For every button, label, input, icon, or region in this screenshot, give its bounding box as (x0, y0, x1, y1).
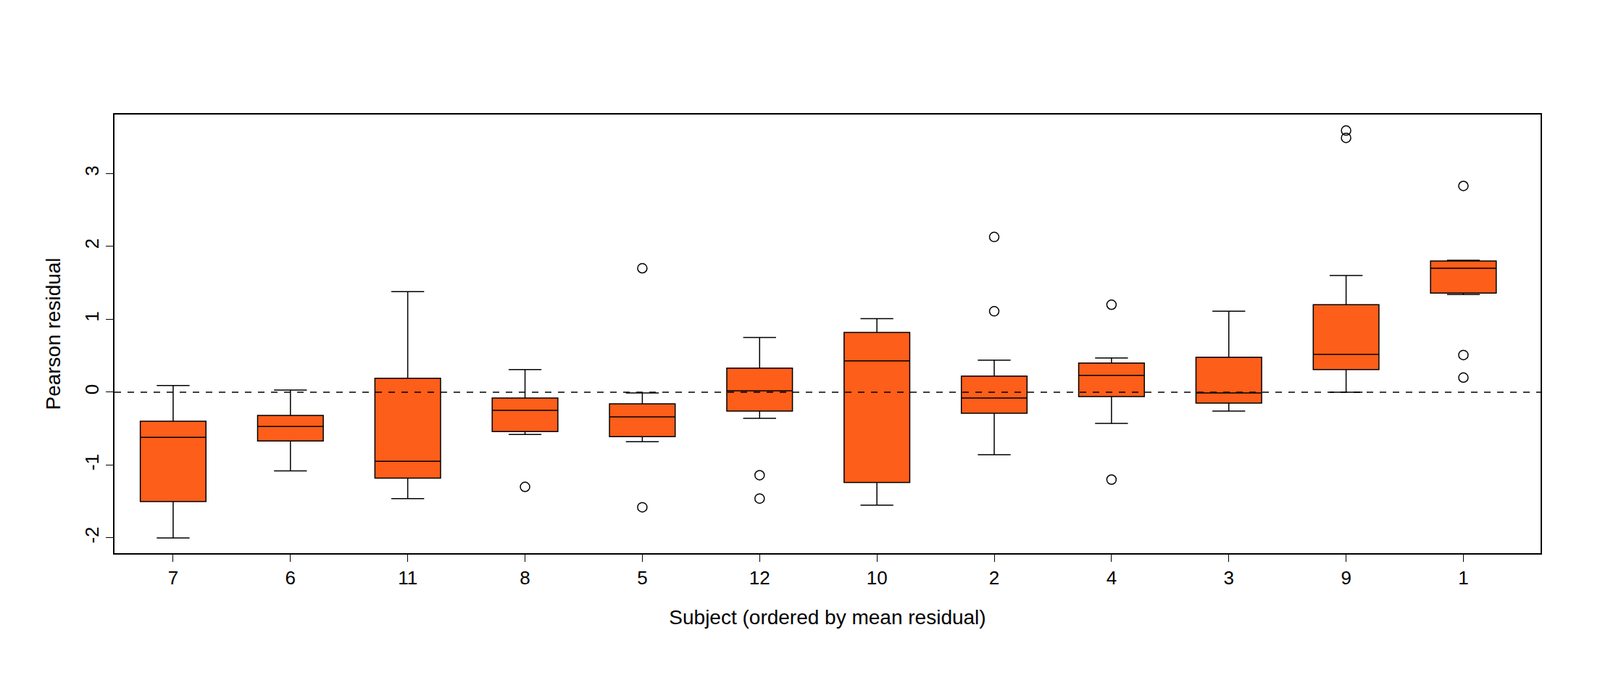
svg-text:Subject (ordered by mean resid: Subject (ordered by mean residual) (668, 605, 986, 629)
svg-text:6: 6 (285, 566, 296, 589)
svg-text:11: 11 (397, 566, 418, 589)
svg-text:-2: -2 (81, 526, 103, 543)
svg-text:9: 9 (1340, 566, 1351, 589)
svg-text:5: 5 (636, 566, 648, 589)
svg-text:0: 0 (81, 384, 103, 395)
svg-text:-1: -1 (81, 453, 103, 471)
svg-text:10: 10 (866, 566, 888, 589)
svg-text:3: 3 (81, 165, 103, 176)
svg-text:12: 12 (749, 566, 771, 589)
svg-text:Pearson residual: Pearson residual (42, 257, 65, 410)
svg-text:3: 3 (1223, 566, 1235, 589)
svg-text:4: 4 (1106, 566, 1117, 589)
svg-text:2: 2 (81, 238, 103, 249)
svg-text:2: 2 (989, 566, 1000, 589)
svg-text:7: 7 (168, 566, 179, 589)
svg-text:8: 8 (519, 566, 530, 589)
svg-text:1: 1 (81, 310, 103, 322)
svg-text:1: 1 (1457, 566, 1469, 589)
